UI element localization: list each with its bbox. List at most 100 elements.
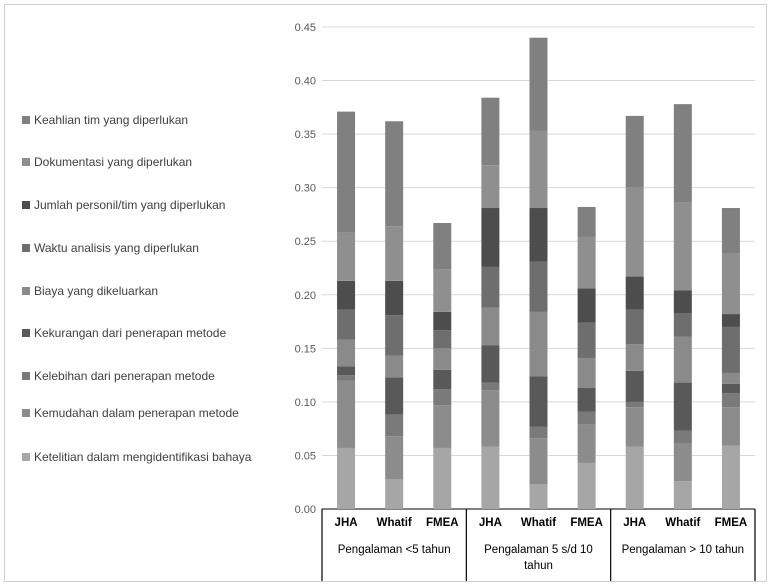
y-tick-label: 0.45: [295, 22, 316, 34]
bar-segment: [625, 276, 644, 310]
y-tick-label: 0.05: [295, 450, 316, 462]
x-tick-label: Whatif: [377, 517, 412, 529]
bar-segment: [433, 348, 452, 370]
bar-segment: [529, 376, 548, 427]
legend-label: Ketelitian dalam mengidentifikasi bahaya: [34, 450, 252, 464]
bar-segment: [577, 288, 596, 323]
x-tick-label: FMEA: [426, 517, 459, 529]
bar-segment: [433, 389, 452, 406]
bar-segment: [673, 202, 692, 291]
bar-segment: [337, 339, 356, 367]
group-label: Pengalaman 5 s/d 10 tahun: [484, 544, 593, 572]
bar-segment: [337, 366, 356, 376]
y-tick-label: 0.40: [295, 76, 316, 88]
bar-segment: [577, 322, 596, 358]
bar-segment: [433, 447, 452, 509]
bar-segment: [625, 344, 644, 371]
bar-segment: [721, 407, 740, 446]
bar-segment: [721, 253, 740, 315]
bar-segment: [721, 208, 740, 254]
bar-segment: [625, 187, 644, 277]
bar-segment: [673, 290, 692, 313]
legend-label: Kemudahan dalam penerapan metode: [34, 406, 239, 420]
y-tick-label: 0.20: [295, 290, 316, 302]
y-tick-label: 0.10: [295, 397, 316, 409]
legend-swatch: [22, 409, 30, 417]
bar-segment: [529, 426, 548, 439]
bar-segment: [385, 315, 404, 356]
legend-swatch: [22, 329, 30, 337]
bar-segment: [625, 446, 644, 509]
bar-segment: [337, 447, 356, 509]
bar-segment: [385, 355, 404, 378]
bar-segment: [625, 309, 644, 345]
x-tick-label: Whatif: [665, 517, 700, 529]
bar-segment: [481, 446, 500, 509]
x-tick-label: FMEA: [715, 517, 748, 529]
bar-segment: [529, 261, 548, 312]
bar-segment: [529, 311, 548, 377]
bar-segment: [385, 377, 404, 415]
bar-segment: [577, 462, 596, 509]
bar-segment: [433, 330, 452, 349]
bar-segment: [721, 393, 740, 408]
legend-swatch: [22, 158, 30, 166]
y-tick-label: 0.25: [295, 236, 316, 248]
legend-swatch: [22, 116, 30, 124]
legend-swatch: [22, 244, 30, 252]
bar-segment: [385, 226, 404, 281]
bar-segment: [481, 208, 500, 267]
bar-segment: [529, 484, 548, 509]
legend-swatch: [22, 201, 30, 209]
group-label: Pengalaman > 10 tahun: [622, 544, 744, 556]
bar-segment: [481, 382, 500, 391]
bar-segment: [385, 121, 404, 227]
bar-segment: [481, 307, 500, 346]
bar-segment: [721, 372, 740, 384]
bar-segment: [577, 411, 596, 425]
legend-swatch: [22, 453, 30, 461]
bar-segment: [337, 309, 356, 340]
bar-segment: [433, 311, 452, 331]
legend-label: Kelebihan dari penerapan metode: [34, 369, 215, 383]
y-tick-label: 0.35: [295, 129, 316, 141]
bar-segment: [673, 430, 692, 444]
bar-segment: [721, 326, 740, 373]
legend-label: Kekurangan dari penerapan metode: [34, 326, 227, 340]
bar-segment: [529, 37, 548, 131]
bar-segment: [673, 312, 692, 337]
bar-segment: [337, 380, 356, 448]
bar-segment: [673, 481, 692, 509]
legend-label: Biaya yang dikeluarkan: [34, 284, 159, 298]
bar-segment: [529, 130, 548, 209]
bar-segment: [721, 445, 740, 509]
bar-segment: [625, 370, 644, 402]
y-tick-label: 0.30: [295, 183, 316, 195]
bar-segment: [433, 369, 452, 390]
x-tick-label: Whatif: [521, 517, 556, 529]
bar-segment: [385, 414, 404, 437]
bar-segment: [673, 336, 692, 383]
bar-segment: [673, 443, 692, 482]
bar-segment: [337, 111, 356, 233]
bar-segment: [673, 382, 692, 431]
x-tick-label: JHA: [623, 517, 646, 529]
x-tick-label: JHA: [335, 517, 358, 529]
bar-segment: [481, 165, 500, 209]
group-label: Pengalaman <5 tahun: [338, 544, 451, 556]
bar-segment: [481, 390, 500, 447]
bar-segment: [577, 357, 596, 388]
bar-segment: [433, 269, 452, 312]
bar-segment: [337, 232, 356, 281]
bar-segment: [577, 236, 596, 289]
bar-segment: [577, 387, 596, 412]
legend-label: Keahlian tim yang diperlukan: [34, 113, 189, 127]
legend-label: Waktu analisis yang diperlukan: [34, 241, 199, 255]
y-tick-label: 0.00: [295, 504, 316, 516]
bar-segment: [481, 97, 500, 166]
bar-segment: [577, 424, 596, 463]
bar-segment: [625, 407, 644, 447]
bar-segment: [721, 383, 740, 394]
bar-segment: [385, 479, 404, 509]
